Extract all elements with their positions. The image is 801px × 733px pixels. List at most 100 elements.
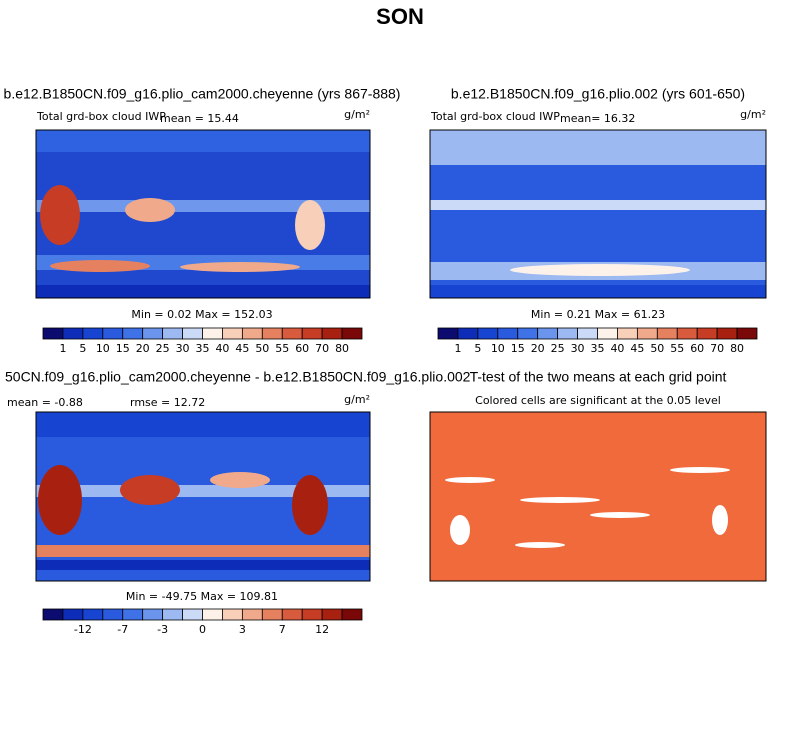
colorbar-label: 10 [96, 342, 110, 355]
colorbar-box [202, 327, 223, 340]
colorbar-label: 25 [551, 342, 565, 355]
map-frame [429, 129, 767, 299]
stats: Min = -49.75 Max = 109.81 [126, 590, 278, 603]
colorbar-label: 80 [335, 342, 349, 355]
colorbar-box [577, 327, 598, 340]
map-frame [429, 411, 767, 582]
colorbar-label: 20 [136, 342, 150, 355]
panel-title: T-test of the two means at each grid poi… [470, 369, 727, 385]
colorbar-label: 70 [710, 342, 724, 355]
colorbar-box [341, 608, 363, 621]
colorbar-label: 30 [176, 342, 190, 355]
colorbar-label: 15 [116, 342, 130, 355]
colorbar-box [202, 608, 223, 621]
colorbar: -12 -7 -3 0 3 7 12 [42, 608, 363, 636]
panel-subtitle: Colored cells are significant at the 0.0… [475, 394, 721, 407]
colorbar-label: 80 [730, 342, 744, 355]
colorbar-box [636, 327, 658, 340]
colorbar-label: 70 [315, 342, 329, 355]
colorbar-box [162, 608, 183, 621]
colorbar-box [537, 327, 559, 340]
colorbar-label: 1 [454, 342, 461, 355]
mean: mean= 16.32 [560, 112, 635, 125]
colorbar-box [517, 327, 539, 340]
colorbar-box [321, 608, 343, 621]
colorbar-box [301, 327, 323, 340]
variable: Total grd-box cloud IWP [36, 110, 166, 123]
colorbar-box [62, 327, 84, 340]
units: g/m² [344, 108, 370, 121]
colorbar-box [477, 327, 499, 340]
colorbar-box [42, 327, 64, 340]
colorbar-box [281, 608, 303, 621]
map [430, 130, 766, 298]
colorbar-box [82, 327, 104, 340]
colorbar-label: 50 [255, 342, 269, 355]
map-frame [35, 129, 371, 299]
colorbar-box [341, 327, 363, 340]
colorbar-label: 25 [156, 342, 170, 355]
colorbar-label: -7 [117, 623, 128, 636]
map [430, 412, 766, 581]
units: g/m² [740, 108, 766, 121]
colorbar-label: 50 [650, 342, 664, 355]
colorbar-box [617, 327, 638, 340]
colorbar-label: 7 [279, 623, 286, 636]
colorbar-box [182, 608, 203, 621]
colorbar-box [42, 608, 64, 621]
colorbar-box [457, 327, 479, 340]
colorbar-box [162, 327, 183, 340]
colorbar-box [122, 608, 144, 621]
colorbar-box [597, 327, 618, 340]
colorbar-box [241, 327, 263, 340]
colorbar-label: 45 [630, 342, 644, 355]
colorbar-label: 55 [670, 342, 684, 355]
colorbar-label: 5 [474, 342, 481, 355]
panel-title: b.e12.B1850CN.f09_g16.plio_cam2000.cheye… [4, 86, 401, 102]
colorbar-label: 40 [610, 342, 624, 355]
colorbar-box [102, 608, 124, 621]
colorbar-box [676, 327, 698, 340]
rmse: rmse = 12.72 [130, 396, 205, 409]
colorbar-box [261, 327, 283, 340]
colorbar-label: -3 [157, 623, 168, 636]
colorbar-box [122, 327, 144, 340]
mean: mean = -0.88 [7, 396, 83, 409]
colorbar-box [736, 327, 758, 340]
colorbar-label: 55 [275, 342, 289, 355]
colorbar-box [656, 327, 678, 340]
panel-title: 50CN.f09_g16.plio_cam2000.cheyenne - b.e… [5, 369, 471, 385]
colorbar-box [222, 608, 243, 621]
colorbar-label: 10 [491, 342, 505, 355]
colorbar-label: 30 [571, 342, 585, 355]
colorbar-box [82, 608, 104, 621]
panel-title: b.e12.B1850CN.f09_g16.plio.002 (yrs 601-… [451, 86, 745, 102]
colorbar-box [716, 327, 738, 340]
variable: Total grd-box cloud IWP [430, 110, 560, 123]
units: g/m² [344, 393, 370, 406]
map-frame [35, 411, 371, 582]
colorbar-label: 15 [511, 342, 525, 355]
mean: mean = 15.44 [160, 112, 239, 125]
colorbar-box [281, 327, 303, 340]
colorbar-label: 60 [295, 342, 309, 355]
colorbar-label: 20 [531, 342, 545, 355]
colorbar-box [142, 327, 164, 340]
colorbar-label: 1 [59, 342, 66, 355]
colorbar-box [497, 327, 519, 340]
colorbar-box [557, 327, 578, 340]
figure-title: SON [376, 4, 424, 29]
colorbar-box [62, 608, 84, 621]
colorbar: 1 5 10 15 20 25 30 35 40 45 50 55 60 70 80 [437, 327, 758, 355]
map [36, 130, 370, 298]
colorbar-box [241, 608, 263, 621]
colorbar-box [696, 327, 718, 340]
colorbar-label: 3 [239, 623, 246, 636]
colorbar-label: 5 [79, 342, 86, 355]
colorbar-box [261, 608, 283, 621]
colorbar-box [301, 608, 323, 621]
colorbar-box [102, 327, 124, 340]
map [36, 412, 370, 581]
colorbar-label: 45 [235, 342, 249, 355]
